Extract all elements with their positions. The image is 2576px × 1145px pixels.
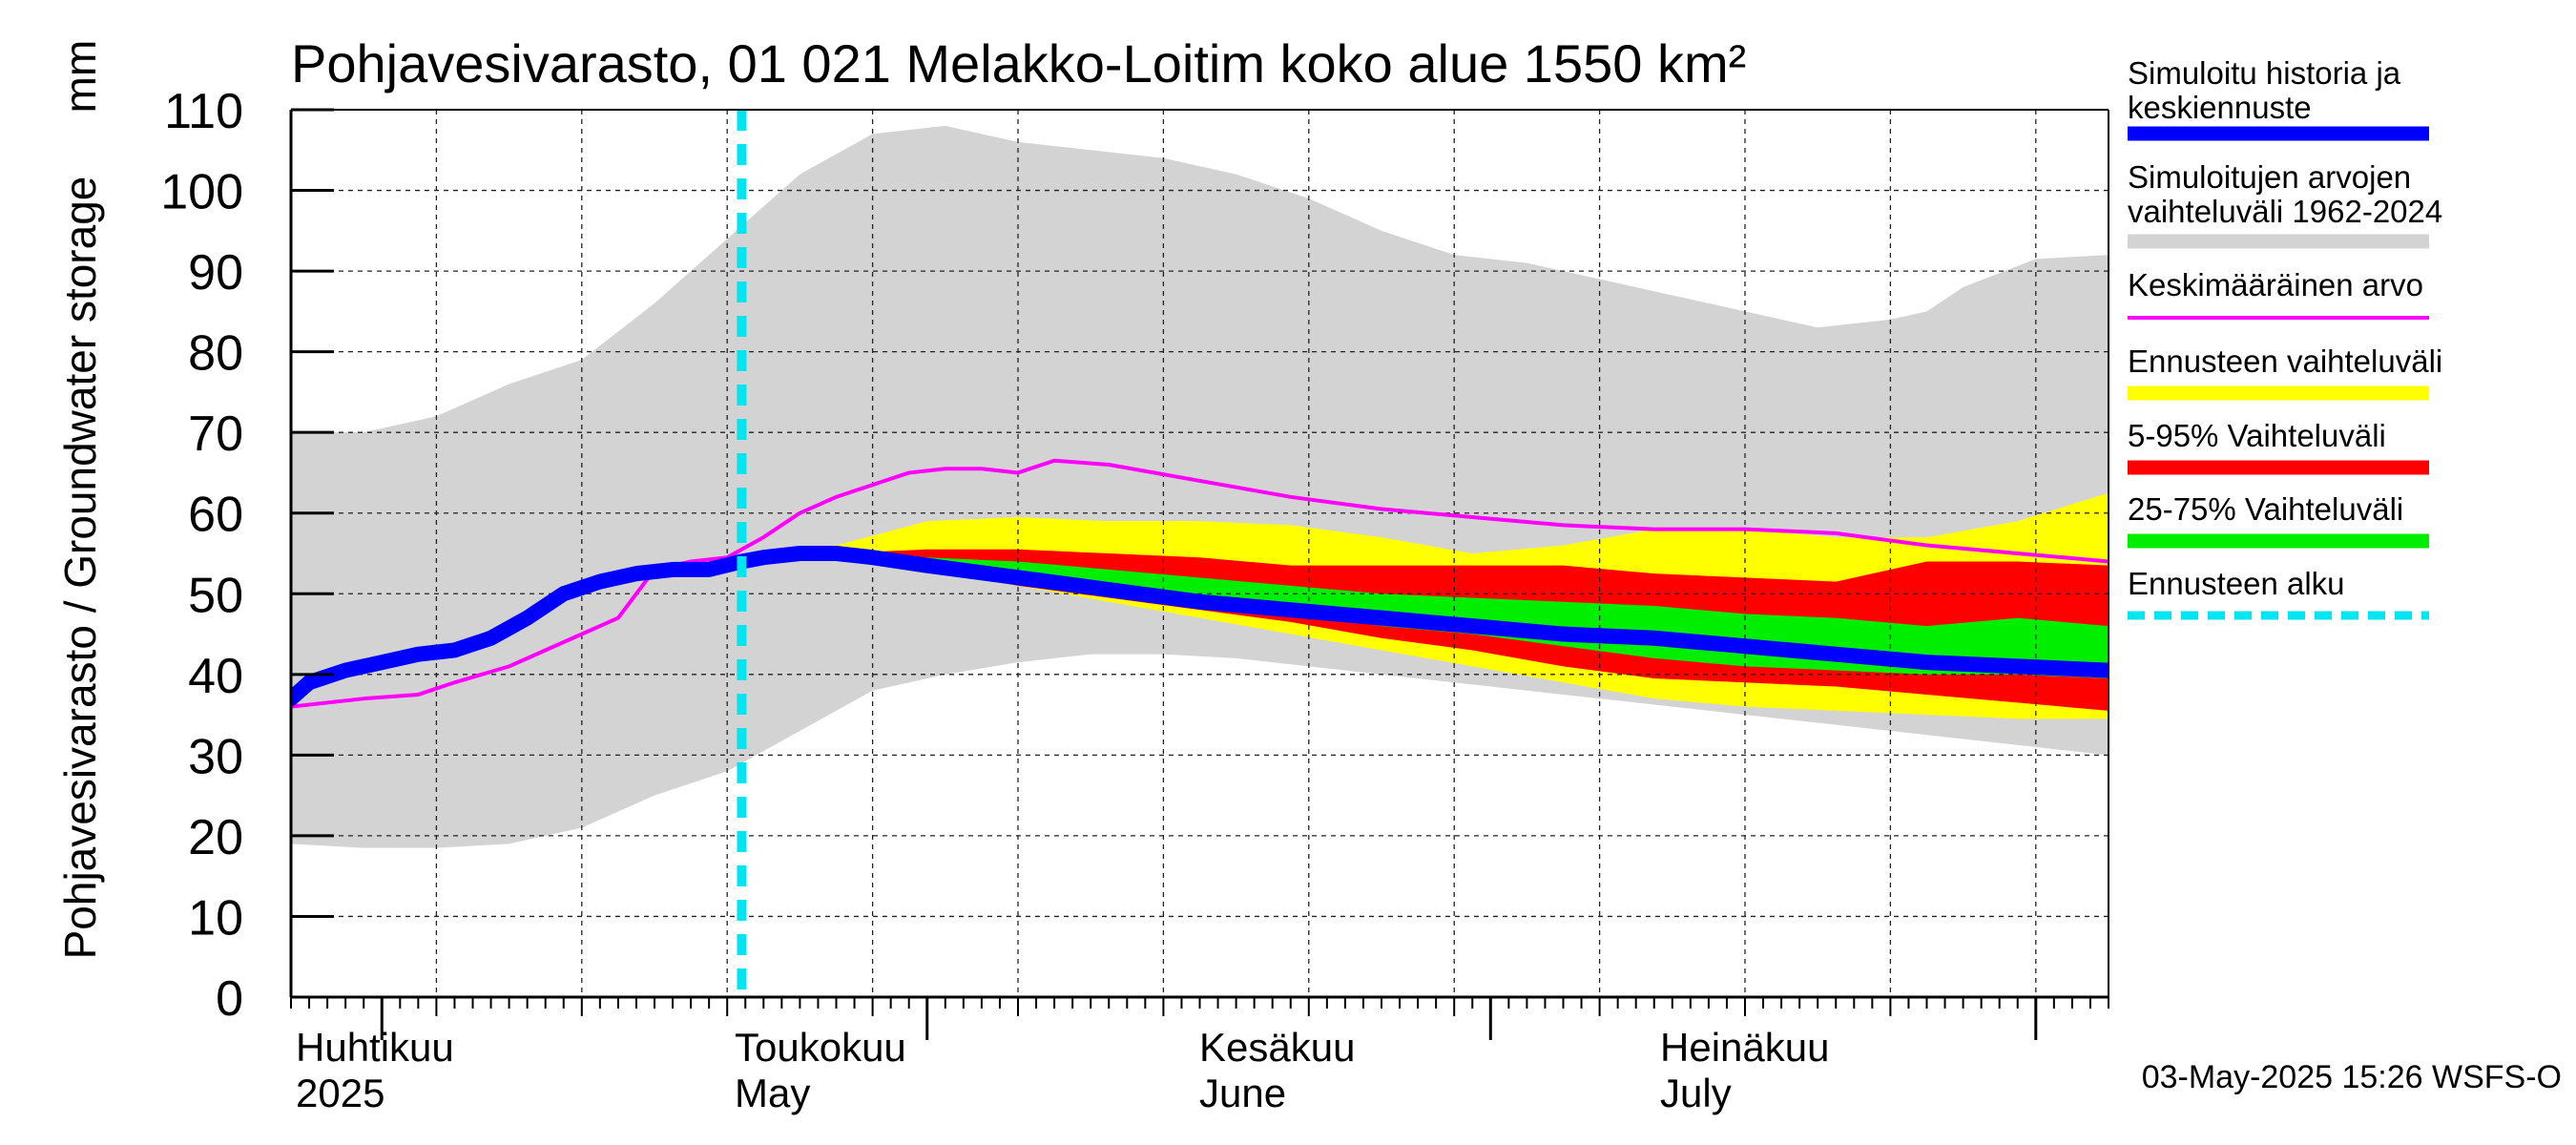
legend-label: keskiennuste xyxy=(2128,90,2312,125)
legend-label: 25-75% Vaihteluväli xyxy=(2128,491,2403,527)
y-tick-label: 10 xyxy=(188,890,243,946)
y-tick-label: 0 xyxy=(216,971,243,1027)
y-tick-label: 60 xyxy=(188,488,243,543)
month-label-fi: Toukokuu xyxy=(735,1025,906,1070)
month-label-fi: Huhtikuu xyxy=(296,1025,454,1070)
y-tick-label: 70 xyxy=(188,406,243,462)
legend-label: vaihteluväli 1962-2024 xyxy=(2128,194,2442,229)
y-tick-label: 20 xyxy=(188,810,243,865)
month-label-fi: Kesäkuu xyxy=(1199,1025,1355,1070)
y-tick-label: 100 xyxy=(160,165,243,220)
legend-label: Simuloitu historia ja xyxy=(2128,55,2401,91)
y-tick-label: 90 xyxy=(188,245,243,301)
legend-label: Ennusteen alku xyxy=(2128,566,2345,601)
y-tick-label: 110 xyxy=(164,84,243,139)
mean-line xyxy=(291,458,2109,709)
legend-label: 5-95% Vaihteluväli xyxy=(2128,418,2386,453)
month-label-fi: Heinäkuu xyxy=(1660,1025,1829,1070)
month-label-en: 2025 xyxy=(296,1071,384,1115)
month-label-en: June xyxy=(1199,1071,1286,1115)
legend-label: Keskimääräinen arvo xyxy=(2128,267,2423,302)
plot-area xyxy=(291,110,2109,997)
legend-label: Simuloitujen arvojen xyxy=(2128,159,2411,195)
median-forecast-line xyxy=(291,546,2109,707)
y-axis-unit: mm xyxy=(55,40,105,114)
legend-label: Ennusteen vaihteluväli xyxy=(2128,344,2442,379)
y-tick-label: 80 xyxy=(188,326,243,382)
y-axis-label: Pohjavesivarasto / Groundwater storage xyxy=(55,177,105,960)
band-0 xyxy=(291,125,2109,848)
chart-title: Pohjavesivarasto, 01 021 Melakko-Loitim … xyxy=(291,33,1746,94)
y-tick-label: 50 xyxy=(188,568,243,623)
month-label-en: July xyxy=(1660,1071,1732,1115)
timestamp-footer: 03-May-2025 15:26 WSFS-O xyxy=(2142,1059,2562,1095)
y-tick-label: 40 xyxy=(188,649,243,704)
month-label-en: May xyxy=(735,1071,810,1115)
y-tick-label: 30 xyxy=(188,729,243,784)
